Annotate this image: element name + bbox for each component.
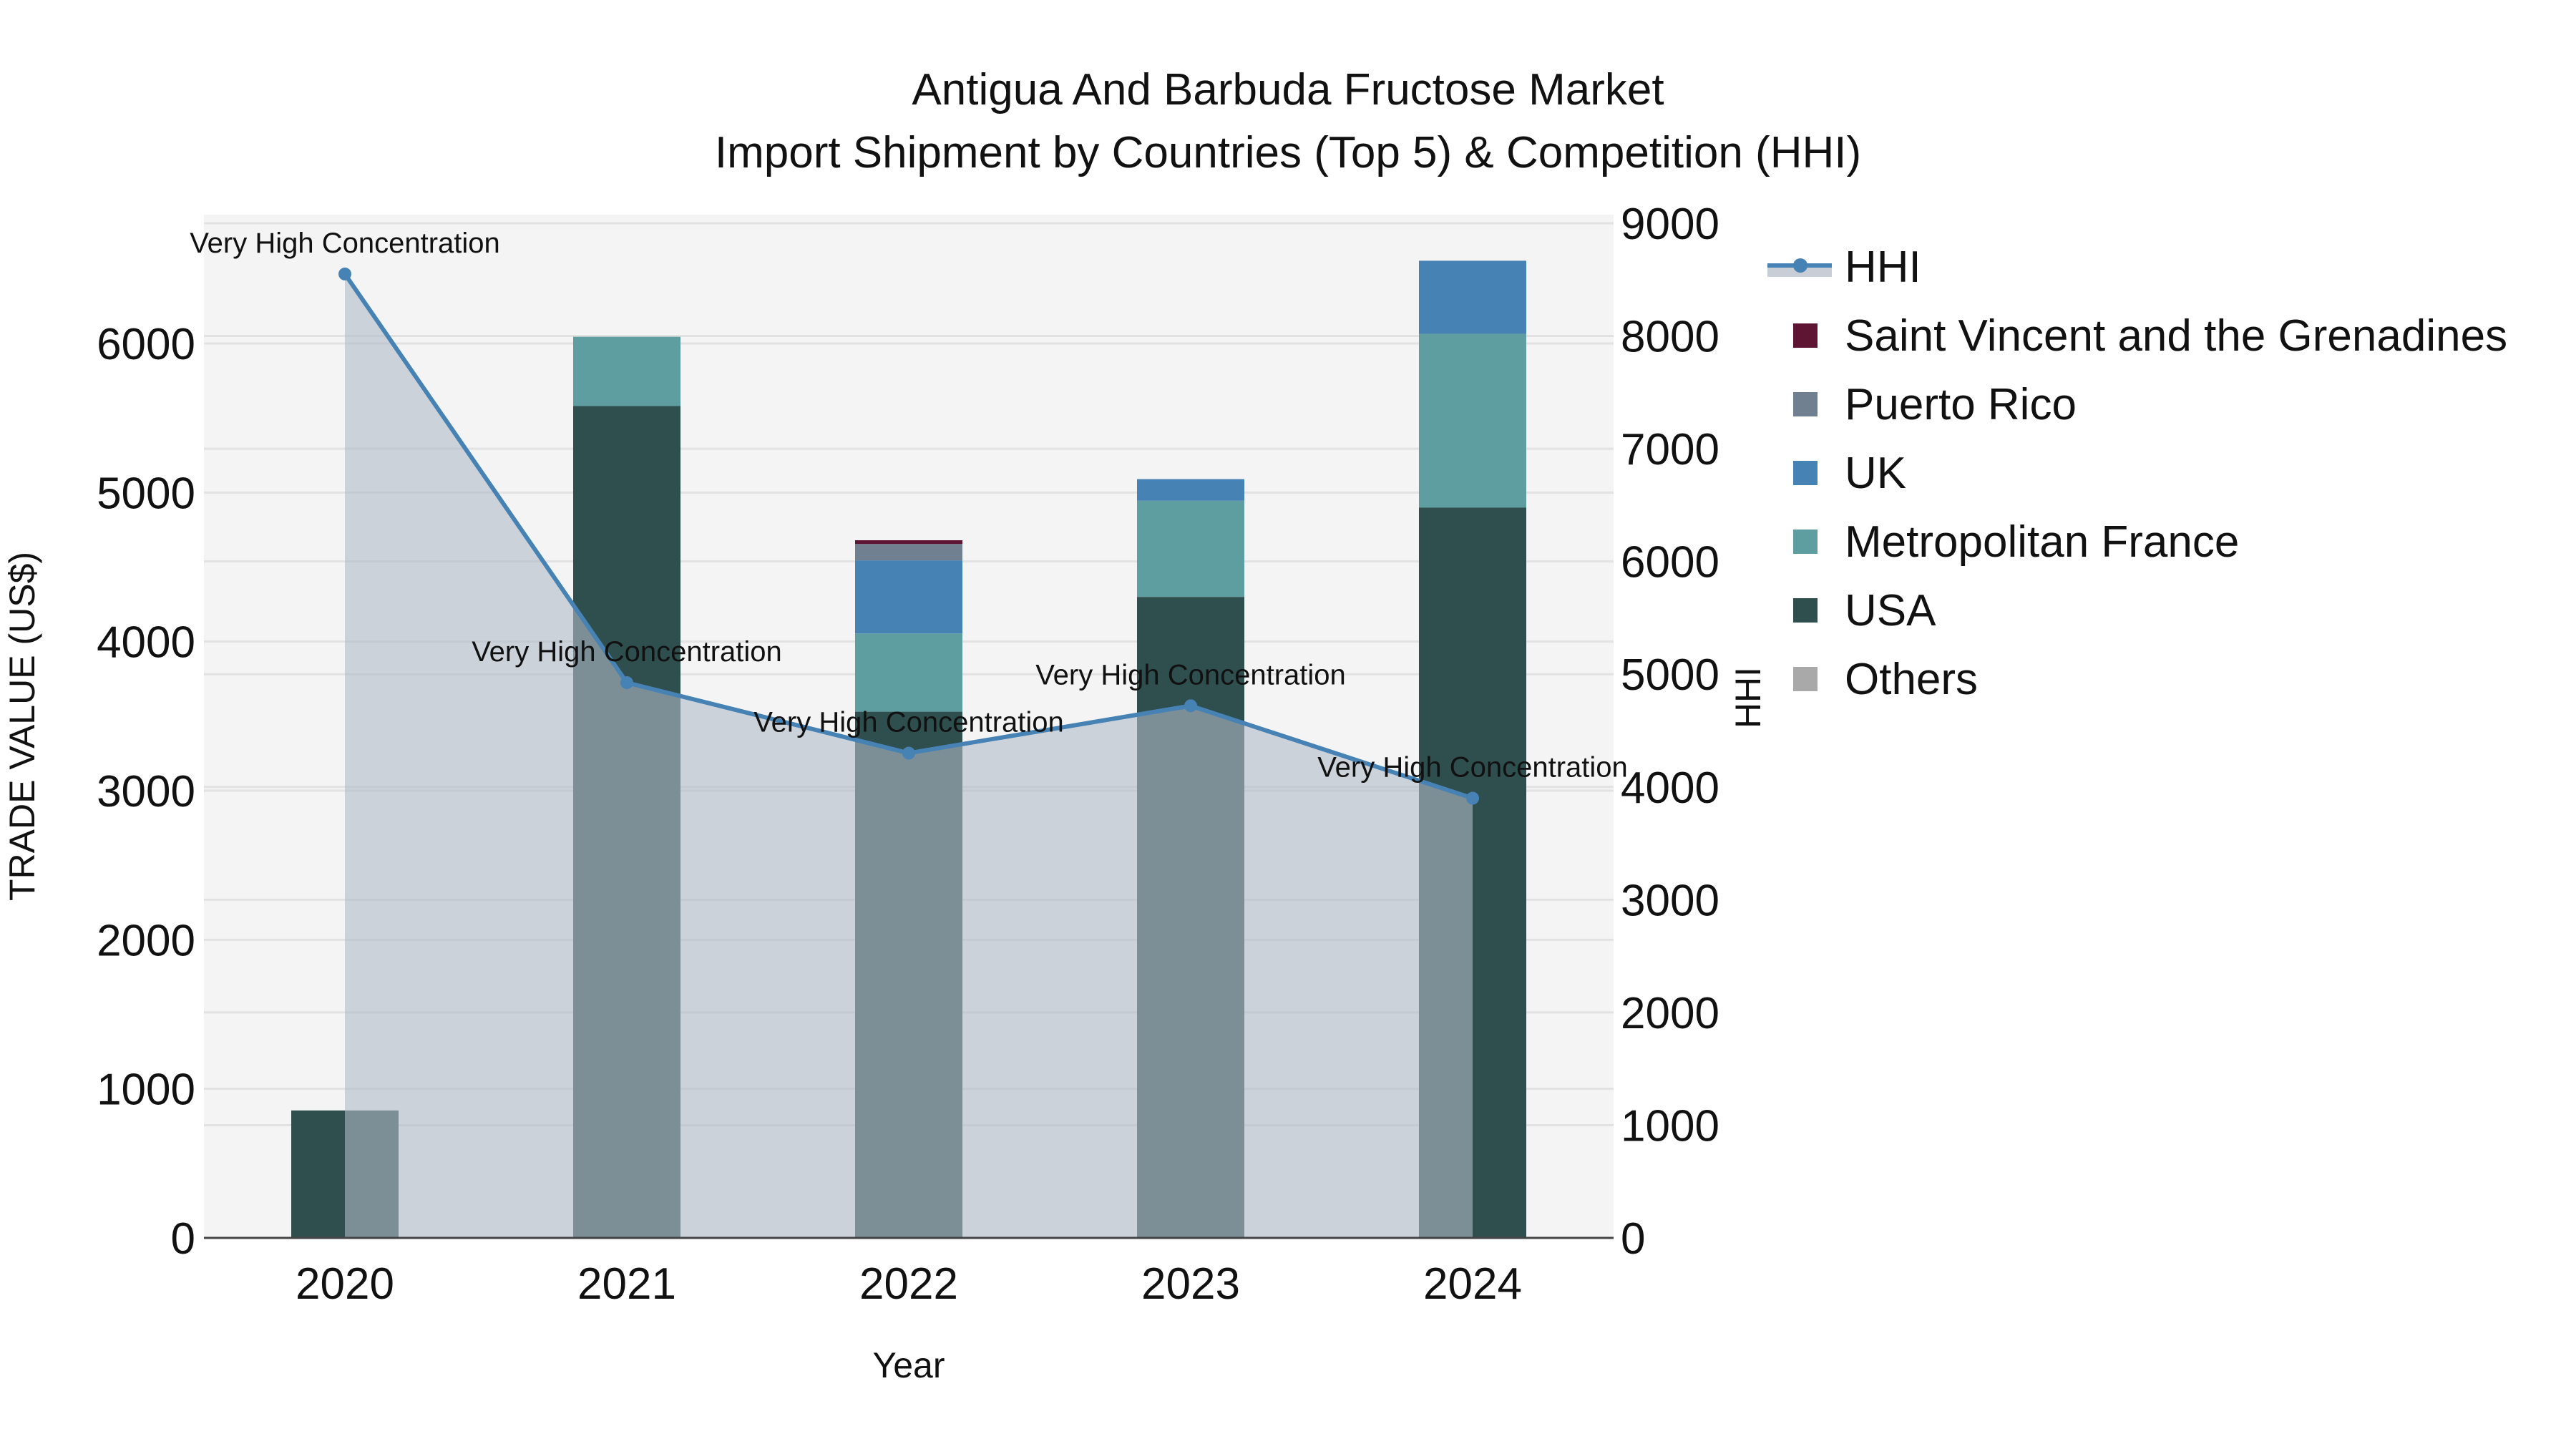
legend-swatch-icon bbox=[1793, 392, 1818, 416]
bar-segment-uk[interactable] bbox=[1419, 260, 1526, 334]
legend-item-usa[interactable]: USA bbox=[1760, 576, 2507, 645]
bar-segment-metropolitan-france[interactable] bbox=[1419, 333, 1526, 508]
legend-label: USA bbox=[1845, 585, 1936, 635]
hhi-point[interactable] bbox=[1184, 699, 1197, 713]
legend-item-saint-vincent-and-the-grenadines[interactable]: Saint Vincent and the Grenadines bbox=[1760, 301, 2507, 370]
y-right-axis-title: HHI bbox=[1728, 667, 1768, 728]
hhi-legend-marker-icon bbox=[1793, 258, 1807, 273]
y-right-tick-label: 1000 bbox=[1621, 1101, 1719, 1151]
y-left-tick-label: 4000 bbox=[97, 618, 195, 668]
y-left-axis-title: TRADE VALUE (US$) bbox=[2, 552, 42, 901]
hhi-annotation: Very High Concentration bbox=[472, 636, 782, 668]
bar-segment-puerto-rico[interactable] bbox=[855, 544, 962, 561]
hhi-point[interactable] bbox=[1466, 791, 1479, 805]
y-left-tick-label: 0 bbox=[171, 1214, 195, 1264]
bar-segment-metropolitan-france[interactable] bbox=[1137, 500, 1244, 597]
y-right-tick-label: 0 bbox=[1621, 1214, 1645, 1264]
y-right-tick-label: 5000 bbox=[1621, 650, 1719, 700]
hhi-point[interactable] bbox=[620, 676, 633, 690]
legend-swatch-icon bbox=[1793, 461, 1818, 485]
hhi-annotation: Very High Concentration bbox=[1317, 752, 1628, 784]
bar-segment-saint-vincent-and-the-grenadines[interactable] bbox=[855, 540, 962, 545]
x-tick-label: 2022 bbox=[859, 1259, 958, 1309]
legend-swatch-icon bbox=[1793, 323, 1818, 348]
legend-label: Puerto Rico bbox=[1845, 379, 2077, 429]
legend: HHI Saint Vincent and the Grenadines Puert… bbox=[1760, 233, 2507, 713]
legend-label: Others bbox=[1845, 654, 1979, 704]
legend-label: UK bbox=[1845, 448, 1907, 498]
legend-item-hhi[interactable]: HHI bbox=[1760, 233, 2507, 301]
y-right-tick-label: 3000 bbox=[1621, 876, 1719, 925]
y-right-tick-label: 4000 bbox=[1621, 763, 1719, 813]
x-tick-label: 2024 bbox=[1423, 1259, 1522, 1309]
legend-label: Saint Vincent and the Grenadines bbox=[1845, 311, 2508, 361]
y-right-tick-label: 2000 bbox=[1621, 989, 1719, 1038]
hhi-point[interactable] bbox=[338, 267, 351, 280]
legend-item-metropolitan-france[interactable]: Metropolitan France bbox=[1760, 507, 2507, 576]
legend-swatch-icon bbox=[1793, 530, 1818, 554]
y-left-tick-label: 6000 bbox=[97, 320, 195, 369]
y-left-tick-label: 2000 bbox=[97, 916, 195, 965]
legend-item-puerto-rico[interactable]: Puerto Rico bbox=[1760, 370, 2507, 439]
legend-item-uk[interactable]: UK bbox=[1760, 439, 2507, 507]
x-tick-label: 2020 bbox=[296, 1259, 394, 1309]
bar-segment-metropolitan-france[interactable] bbox=[573, 336, 680, 406]
y-left-tick-label: 5000 bbox=[97, 469, 195, 518]
legend-swatch-icon bbox=[1793, 598, 1818, 623]
bar-segment-uk[interactable] bbox=[855, 560, 962, 634]
y-left-tick-label: 1000 bbox=[97, 1065, 195, 1115]
hhi-annotation: Very High Concentration bbox=[753, 707, 1064, 738]
y-right-tick-label: 7000 bbox=[1621, 425, 1719, 474]
x-tick-label: 2021 bbox=[577, 1259, 676, 1309]
hhi-point[interactable] bbox=[902, 746, 915, 760]
x-tick-label: 2023 bbox=[1141, 1259, 1240, 1309]
y-right-tick-label: 9000 bbox=[1621, 200, 1719, 249]
x-axis-title: Year bbox=[872, 1345, 945, 1385]
hhi-annotation: Very High Concentration bbox=[190, 228, 500, 259]
chart-title-line1: Antigua And Barbuda Fructose Market bbox=[912, 65, 1664, 114]
y-right-tick-label: 8000 bbox=[1621, 313, 1719, 362]
legend-swatch-icon bbox=[1793, 667, 1818, 691]
bar-segment-metropolitan-france[interactable] bbox=[855, 633, 962, 712]
legend-label: HHI bbox=[1845, 242, 1921, 292]
chart-title-line2: Import Shipment by Countries (Top 5) & C… bbox=[714, 128, 1862, 177]
legend-item-others[interactable]: Others bbox=[1760, 645, 2507, 713]
bar-segment-uk[interactable] bbox=[1137, 479, 1244, 501]
y-left-tick-label: 3000 bbox=[97, 767, 195, 816]
hhi-annotation: Very High Concentration bbox=[1035, 659, 1346, 691]
y-right-tick-label: 6000 bbox=[1621, 538, 1719, 587]
legend-label: Metropolitan France bbox=[1845, 517, 2240, 567]
